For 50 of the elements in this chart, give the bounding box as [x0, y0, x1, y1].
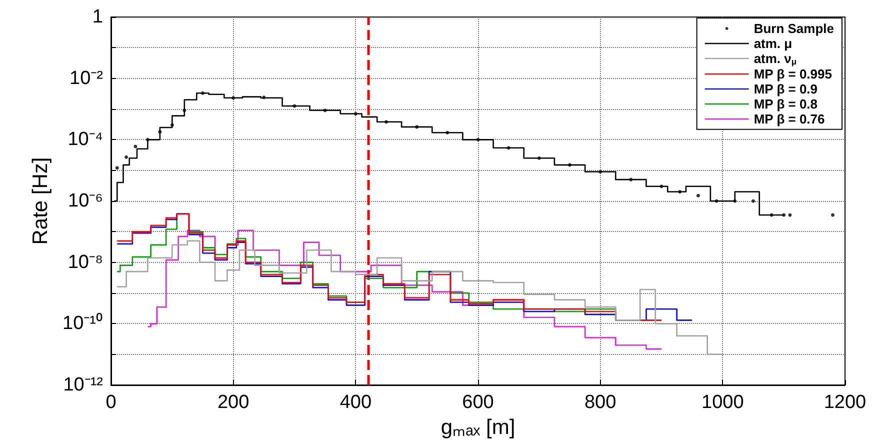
- y-tick-label: 10⁻²: [70, 68, 103, 89]
- point: [629, 178, 633, 182]
- point: [415, 125, 419, 129]
- point: [115, 166, 119, 170]
- point: [782, 213, 786, 217]
- point: [598, 170, 602, 174]
- point: [446, 130, 450, 134]
- point: [201, 91, 204, 95]
- point: [124, 155, 128, 159]
- y-tick-label: 10⁻⁶: [68, 190, 103, 212]
- x-axis-title: gₘₐₓ [m]: [440, 416, 516, 439]
- point: [384, 120, 388, 124]
- x-tick-label: 1200: [824, 392, 866, 413]
- point: [232, 96, 236, 100]
- x-tick-label: 800: [584, 392, 616, 413]
- x-tick-label: 600: [462, 392, 494, 413]
- point: [170, 123, 174, 127]
- point: [354, 112, 358, 116]
- legend-label: MP β = 0.76: [754, 111, 825, 126]
- y-tick-label: 10⁻¹²: [63, 374, 103, 396]
- point: [752, 199, 755, 203]
- x-tick-label: 1000: [702, 392, 744, 413]
- y-axis-title: Rate [Hz]: [29, 157, 52, 245]
- point: [476, 138, 480, 142]
- point: [537, 156, 541, 160]
- point: [146, 138, 150, 142]
- legend-label: atm. μ: [754, 36, 792, 51]
- x-tick-label: 400: [340, 392, 372, 413]
- y-tick-label: 10⁻⁸: [68, 252, 103, 273]
- point: [678, 190, 682, 194]
- x-tick-label: 200: [217, 392, 250, 413]
- point: [323, 108, 327, 112]
- point: [770, 213, 774, 217]
- x-tick-label: 0: [106, 392, 116, 413]
- legend-label: MP β = 0.995: [754, 66, 832, 82]
- point: [733, 199, 737, 203]
- y-tick-label: 1: [92, 6, 103, 28]
- point: [506, 146, 510, 150]
- y-tick-label: 10⁻¹⁰: [62, 312, 103, 334]
- legend-label: Burn Sample: [754, 21, 834, 36]
- point: [262, 96, 266, 100]
- y-tick-label: 10⁻⁴: [68, 129, 103, 150]
- legend-label: MP β = 0.9: [754, 81, 818, 96]
- point: [158, 130, 162, 134]
- legend-label: MP β = 0.8: [754, 96, 818, 112]
- point: [831, 213, 835, 217]
- point: [568, 163, 572, 167]
- point: [182, 108, 186, 112]
- point: [660, 184, 664, 188]
- point: [696, 194, 700, 198]
